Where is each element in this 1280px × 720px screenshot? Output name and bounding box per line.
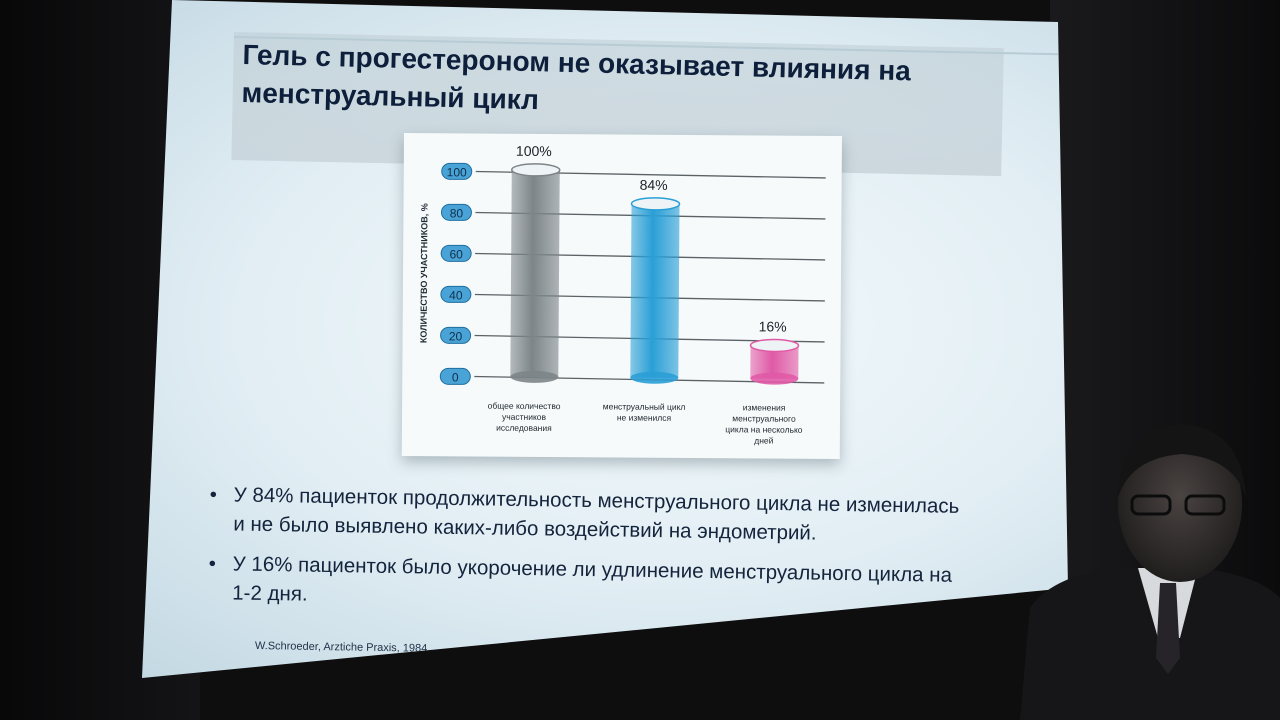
data-label: 16%	[759, 318, 787, 334]
data-label: 100%	[516, 143, 552, 159]
bar-chart: 0 20 40 60 80 100 КОЛИЧЕСТВО УЧАСТНИКОВ, % 100%…	[419, 143, 826, 446]
category-label: общее количество участников исследования	[487, 401, 560, 434]
data-label: 84%	[640, 177, 668, 193]
bar	[630, 203, 680, 378]
presenter-silhouette	[1020, 424, 1280, 720]
category-label: менструальный цикл не изменился	[603, 401, 686, 423]
y-tick-label: 60	[449, 247, 463, 261]
bar-base	[510, 370, 559, 383]
y-tick-label: 100	[447, 165, 467, 179]
bar-top	[510, 163, 561, 177]
y-tick-label: 80	[450, 206, 464, 220]
y-tick-label: 20	[449, 329, 463, 343]
tick-badge	[440, 326, 472, 344]
bar-base	[630, 371, 679, 384]
bar-top	[749, 338, 800, 353]
citation: W.Schroeder, Arztiche Praxis, 1984	[254, 640, 428, 655]
bullet-item: У 16% пациенток было укорочение ли удлин…	[202, 549, 963, 619]
y-tick-label: 40	[449, 288, 463, 302]
bullet-item: У 84% пациенток продолжительность менстр…	[203, 480, 964, 550]
bullet-list: У 84% пациенток продолжительность менстр…	[202, 480, 964, 630]
bar	[510, 169, 560, 378]
bar	[750, 345, 799, 379]
chart-card: 0 20 40 60 80 100 КОЛИЧЕСТВО УЧАСТНИКОВ, % 100%…	[401, 133, 842, 460]
y-axis-label: КОЛИЧЕСТВО УЧАСТНИКОВ, %	[419, 203, 430, 343]
category-label: изменения менструального цикла на нескольк…	[725, 402, 803, 446]
page-number: 149	[968, 635, 997, 654]
bar-top	[630, 197, 681, 211]
y-tick-label: 0	[452, 370, 459, 384]
tick-badge	[440, 244, 472, 262]
tick-badge	[441, 162, 473, 180]
tick-badge	[439, 367, 471, 385]
tick-badge	[440, 203, 472, 221]
tick-badge	[440, 285, 472, 303]
bar-base	[750, 372, 799, 385]
